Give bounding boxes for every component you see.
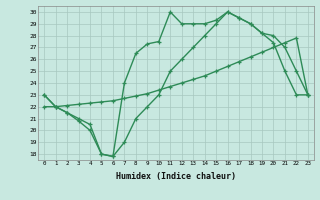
X-axis label: Humidex (Indice chaleur): Humidex (Indice chaleur) (116, 172, 236, 181)
